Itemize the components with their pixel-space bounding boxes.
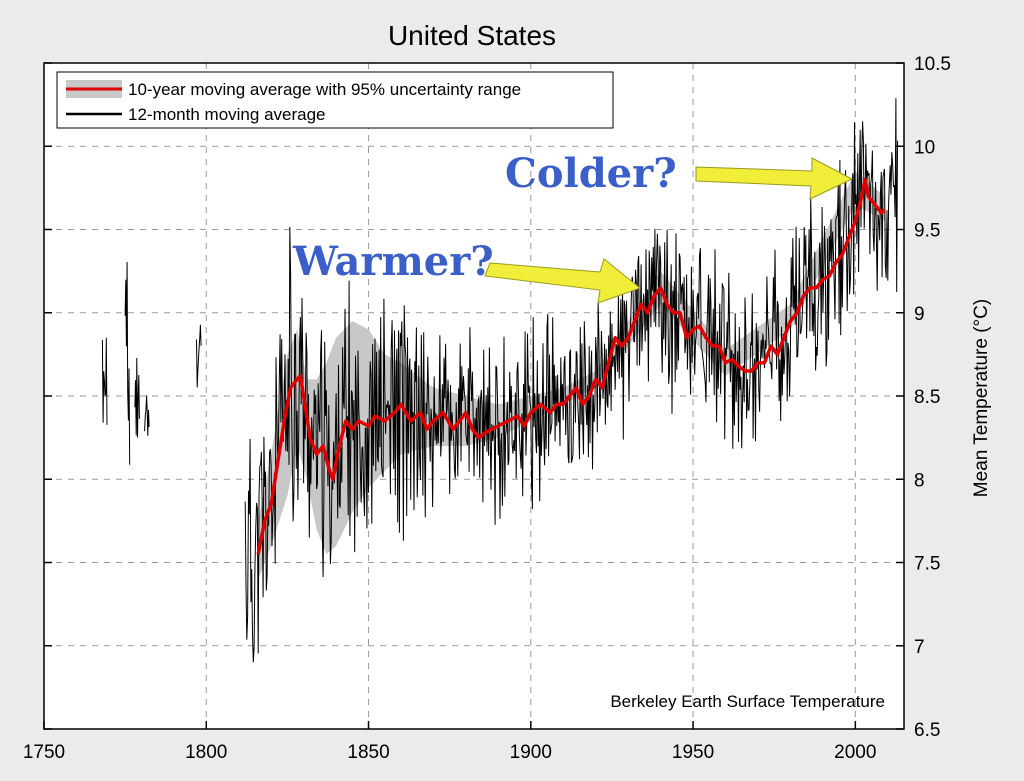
decadal-average-series bbox=[256, 177, 886, 555]
legend-label-monthly: 12-month moving average bbox=[128, 105, 326, 124]
plot-area bbox=[44, 63, 904, 729]
monthly-average-line bbox=[244, 98, 898, 663]
y-tick-label: 9 bbox=[914, 304, 925, 325]
x-tick-label: 1950 bbox=[672, 742, 714, 763]
y-tick-label: 10 bbox=[914, 137, 935, 158]
credit-text: Berkeley Earth Surface Temperature bbox=[610, 692, 885, 711]
y-axis: 6.5 7 7.5 8 8.5 9 9.5 10 10.5 bbox=[44, 54, 951, 741]
early-record-fragment bbox=[144, 395, 150, 436]
x-tick-label: 1750 bbox=[23, 742, 65, 763]
early-record-fragment bbox=[134, 357, 140, 438]
y-tick-label: 8.5 bbox=[914, 387, 940, 408]
early-record-fragment bbox=[196, 324, 202, 388]
early-record-fragment bbox=[101, 337, 108, 425]
warmer-label: Warmer? bbox=[292, 238, 494, 285]
legend-label-decadal: 10-year moving average with 95% uncertai… bbox=[128, 80, 521, 99]
y-tick-label: 7 bbox=[914, 637, 925, 658]
legend-box bbox=[56, 71, 614, 129]
x-axis: 1750 1800 1850 1900 1950 2000 bbox=[23, 721, 876, 763]
monthly-average-series bbox=[101, 98, 898, 663]
warmer-arrow bbox=[484, 258, 642, 304]
y-tick-label: 9.5 bbox=[914, 221, 940, 242]
y-tick-label: 6.5 bbox=[914, 720, 940, 741]
colder-label: Colder? bbox=[505, 150, 677, 197]
y-tick-label: 7.5 bbox=[914, 554, 940, 575]
annotation-warmer: Warmer? bbox=[292, 238, 642, 304]
x-tick-label: 1900 bbox=[510, 742, 552, 763]
y-tick-label: 10.5 bbox=[914, 54, 951, 75]
x-tick-label: 1850 bbox=[347, 742, 389, 763]
x-tick-label: 1800 bbox=[185, 742, 227, 763]
colder-arrow bbox=[695, 157, 854, 200]
x-tick-label: 2000 bbox=[834, 742, 876, 763]
decadal-average-line bbox=[256, 177, 886, 555]
annotation-colder: Colder? bbox=[505, 150, 854, 200]
legend: 10-year moving average with 95% uncertai… bbox=[56, 71, 614, 129]
grid-lines bbox=[44, 63, 904, 729]
y-axis-label: Mean Temperature (°C) bbox=[971, 299, 992, 497]
early-record-fragment bbox=[124, 261, 131, 465]
y-tick-label: 8 bbox=[914, 470, 925, 491]
chart-title: United States bbox=[388, 20, 556, 51]
